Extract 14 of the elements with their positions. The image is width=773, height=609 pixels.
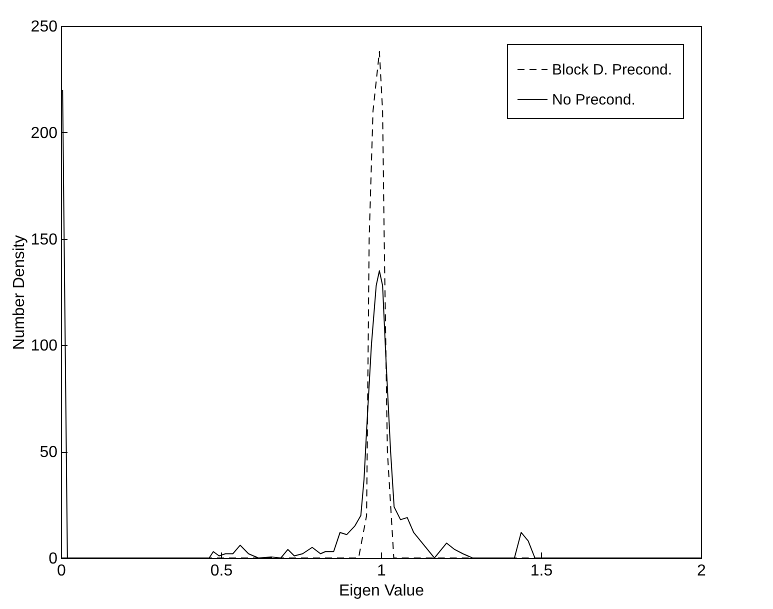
legend-label: Block D. Precond. [552, 62, 672, 78]
x-tick-label: 1 [377, 562, 386, 580]
y-tick-label: 200 [30, 124, 58, 142]
x-tick-label: 1.5 [530, 562, 553, 580]
x-tick-label: 0.5 [210, 562, 233, 580]
y-tick-label: 100 [30, 338, 58, 355]
x-tick-label: 2 [697, 562, 706, 580]
y-tick-label: 0 [48, 550, 58, 568]
x-axis-title: Eigen Value [338, 582, 424, 600]
y-tick-label: 50 [40, 444, 58, 462]
y-axis-title: Number Density [10, 235, 28, 350]
y-tick-label: 150 [30, 231, 58, 248]
legend-label: No Precond. [552, 92, 636, 108]
y-tick-label: 250 [30, 18, 58, 36]
